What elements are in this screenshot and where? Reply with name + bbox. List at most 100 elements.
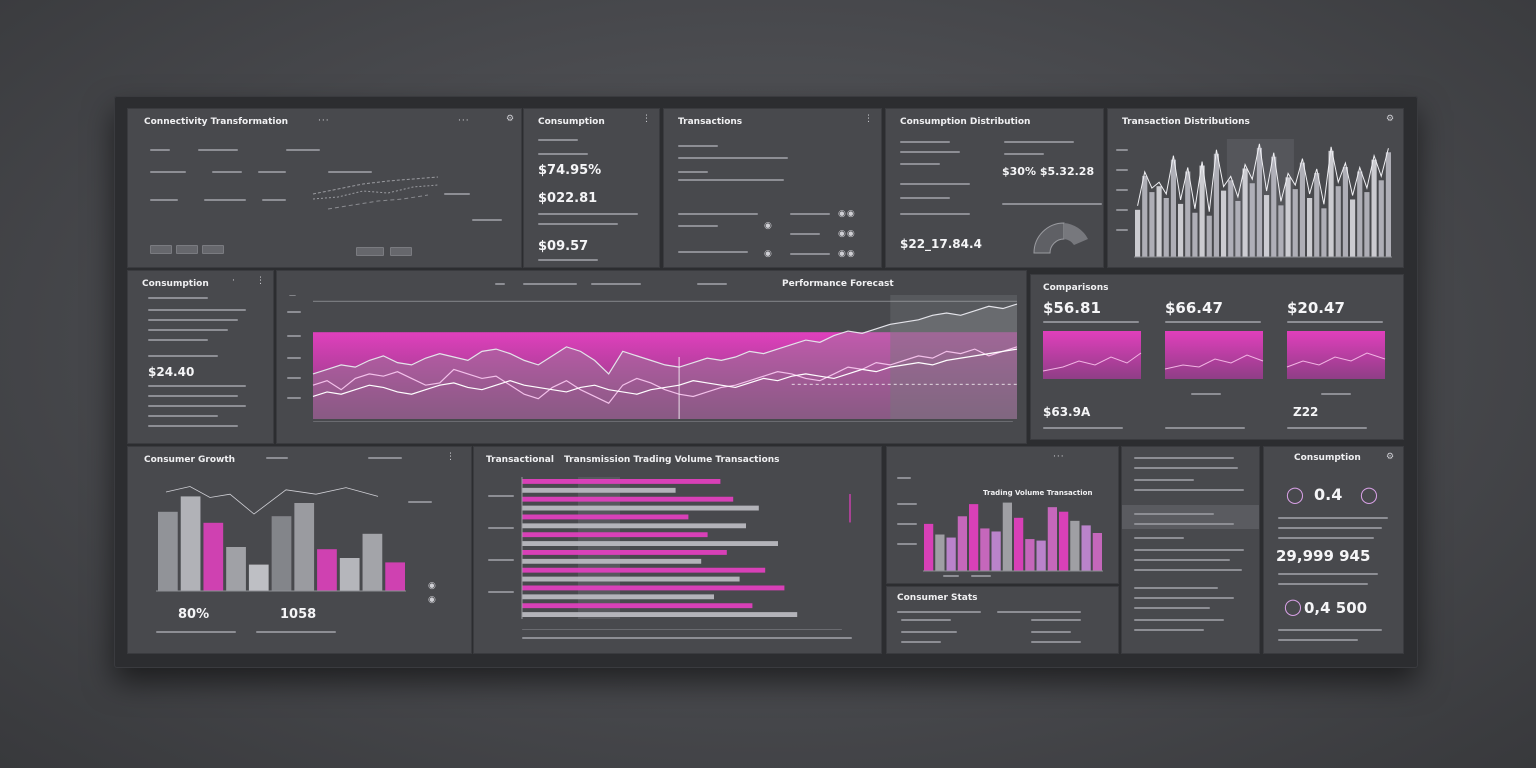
toggle-icon[interactable]: ◉◉ [838,209,856,219]
stat-value: 80% [178,607,210,622]
gear-icon[interactable]: ⚙ [506,114,516,124]
bar [522,523,746,529]
filter-button[interactable] [176,245,198,254]
reset-button[interactable] [390,247,412,256]
gear-icon[interactable]: ⚙ [1386,452,1396,462]
panel-consumption-2: Consumption · ⋮ $24.40 [127,270,274,444]
text-line [488,527,514,529]
text-line [1031,631,1071,633]
chart-subtitle: Transmission Trading Volume Transactions [564,455,780,465]
bar [1081,525,1091,571]
stat-value: $20.47 [1287,299,1345,317]
bar [1299,162,1305,257]
bar [294,503,315,591]
bar [1328,150,1334,257]
text-line [1134,629,1204,631]
bar [924,523,934,571]
text-line [1043,321,1139,323]
toggle-icon[interactable]: ◉ [764,249,773,259]
menu-dots-icon[interactable]: ⋮ [446,452,456,462]
text-line [678,145,718,147]
gear-icon[interactable]: ⚙ [1386,114,1396,124]
bar [1307,198,1313,257]
text-line [900,163,940,165]
text-line [1134,587,1218,589]
menu-dots-icon[interactable]: ··· [458,116,470,126]
transaction-distribution-chart [1134,139,1392,258]
text-line [1134,597,1234,599]
text-line [156,631,236,633]
text-line [900,183,970,185]
text-line [971,575,991,577]
toggle-icon[interactable]: ◉ [428,595,437,605]
bar [1371,159,1377,257]
bar [991,531,1001,571]
bar [271,516,292,591]
text-line [1031,619,1081,621]
filter-button[interactable] [202,245,224,254]
toggle-icon[interactable]: ◉◉ [838,229,856,239]
text-line [212,171,242,173]
text-line [150,171,186,173]
menu-dots-icon[interactable]: ⋮ [642,114,652,124]
bar [1025,539,1035,571]
text-line [148,385,246,387]
stat-value: 29,999 945 [1276,547,1371,565]
toggle-icon[interactable]: ◉ [428,581,437,591]
stat-value: Z22 [1293,405,1319,419]
text-line [148,339,208,341]
text-line [678,171,708,173]
text-line [523,283,577,285]
text-line [262,199,286,201]
menu-dots-icon[interactable]: ⋮ [256,276,266,286]
apply-button[interactable] [356,247,384,256]
text-line [697,283,727,285]
text-line [444,193,470,195]
text-line [678,157,788,159]
bar [317,549,337,591]
series-line [312,348,1018,398]
text-line [408,501,432,503]
text-line [897,611,981,613]
text-line [901,631,957,633]
text-line [313,421,1013,422]
menu-dots-icon[interactable]: ⋮ [864,114,874,124]
highlight-row[interactable] [1122,505,1259,529]
text-line [901,619,951,621]
sketch-line [165,486,379,515]
stat-value: $56.81 [1043,299,1101,317]
bar [1036,540,1046,571]
filter-button[interactable] [150,245,172,254]
text-line [287,357,301,359]
text-line [900,197,950,199]
toggle-icon[interactable]: ◉ [764,221,773,231]
bar [946,537,956,571]
text-line [591,283,641,285]
panel-transactional: Transactional Transmission Trading Volum… [473,446,882,654]
panel-title: Trading Volume Transaction [983,489,1093,497]
text-line [148,425,238,427]
text-line [1165,321,1261,323]
text-line [1116,169,1128,171]
panel-title: Transactions [678,117,743,127]
text-line [1134,537,1184,539]
series-line [312,303,1018,375]
bar [522,558,702,564]
text-line [1116,189,1128,191]
toggle-icon[interactable]: ◉◉ [838,249,856,259]
text-line [368,457,402,459]
consumer-growth-chart [156,486,406,592]
menu-dots-icon[interactable]: ··· [1053,452,1065,462]
panel-trading-volume: ··· Trading Volume Transaction [886,446,1119,584]
menu-dots-icon[interactable]: · [232,276,236,286]
bar [158,511,178,591]
stat-value: $30% $5.32.28 [1002,165,1095,178]
panel-notes [1121,446,1260,654]
panel-title: Performance Forecast [782,279,894,289]
text-line [328,171,372,173]
stat-value: $66.47 [1165,299,1223,317]
bar [935,534,945,571]
bar [1264,195,1270,257]
text-line [256,631,336,633]
menu-dots-icon[interactable]: ··· [318,116,330,126]
